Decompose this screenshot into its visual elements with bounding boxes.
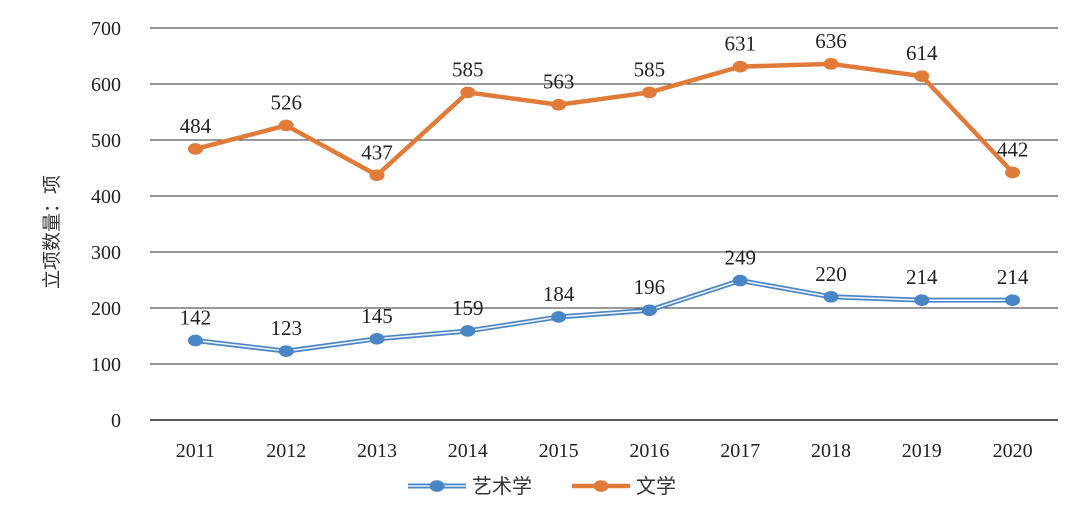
- data-point: [278, 119, 294, 132]
- legend-label: 艺术学: [472, 474, 532, 498]
- data-label: 631: [724, 32, 756, 56]
- x-tick-label: 2015: [539, 440, 579, 462]
- x-tick-label: 2019: [902, 440, 942, 462]
- x-tick-label: 2013: [357, 440, 397, 462]
- data-point: [551, 311, 567, 323]
- legend-item-art: 艺术学: [408, 474, 532, 498]
- x-tick-label: 2012: [266, 440, 306, 462]
- legend-marker: [429, 480, 445, 492]
- data-label: 585: [452, 57, 484, 81]
- series-layer: [187, 58, 1021, 357]
- data-label: 442: [997, 137, 1029, 161]
- data-point: [460, 325, 476, 337]
- legend-item-literature: 文学: [572, 474, 676, 498]
- data-point: [641, 304, 657, 317]
- data-point: [369, 169, 385, 182]
- data-point: [187, 334, 203, 347]
- series-literature: [187, 58, 1021, 182]
- gridlines: [150, 27, 1058, 421]
- data-point: [278, 345, 294, 357]
- y-tick-label: 200: [91, 298, 121, 320]
- data-point: [732, 274, 748, 287]
- data-point: [369, 333, 385, 345]
- data-point: [823, 58, 839, 70]
- x-tick-label: 2016: [629, 440, 669, 462]
- data-label: 563: [543, 70, 575, 94]
- legend-marker: [593, 480, 609, 492]
- series-line-outer: [195, 278, 1013, 354]
- data-label: 196: [634, 275, 666, 299]
- data-labels: 142 123 145 159 184 196 249 220 214 214 484 526 437 5…: [180, 29, 1029, 340]
- y-tick-label: 500: [91, 130, 121, 152]
- data-label: 145: [361, 304, 393, 328]
- legend-label: 文学: [636, 474, 676, 498]
- data-point: [914, 70, 930, 82]
- data-label: 214: [997, 265, 1029, 289]
- data-label: 159: [452, 296, 484, 320]
- data-label: 142: [180, 305, 212, 329]
- data-point: [1005, 166, 1021, 179]
- data-label: 585: [634, 57, 666, 81]
- series-line-inner: [195, 279, 1013, 352]
- x-tick-label: 2020: [993, 440, 1033, 462]
- data-point: [187, 143, 203, 155]
- data-label: 220: [815, 262, 847, 286]
- x-tick-label: 2011: [176, 440, 215, 462]
- data-point: [732, 60, 748, 73]
- series-line: [194, 61, 1015, 178]
- data-point: [914, 294, 930, 306]
- data-label: 123: [270, 316, 302, 340]
- x-tick-label: 2017: [720, 440, 760, 462]
- data-label: 614: [906, 41, 938, 65]
- y-tick-label: 0: [111, 410, 121, 432]
- data-label: 437: [361, 140, 393, 164]
- y-axis-ticks: 0 100 200 300 400 500 600 700: [91, 18, 121, 432]
- legend: 艺术学 文学: [408, 474, 676, 498]
- data-label: 249: [724, 246, 756, 270]
- x-axis-ticks: 2011 2012 2013 2014 2015 2016 2017 2018 2019 2020: [176, 440, 1033, 462]
- y-axis-label: 立项数量：项: [41, 175, 63, 289]
- data-label: 214: [906, 265, 938, 289]
- y-tick-label: 400: [91, 186, 121, 208]
- series-art: [187, 274, 1021, 357]
- data-label: 184: [543, 282, 575, 306]
- data-label: 636: [815, 29, 847, 53]
- data-point: [641, 86, 657, 99]
- data-label: 484: [180, 114, 212, 138]
- y-tick-label: 600: [91, 74, 121, 96]
- data-point: [460, 86, 476, 99]
- x-tick-label: 2018: [811, 440, 851, 462]
- data-label: 526: [270, 90, 302, 114]
- x-tick-label: 2014: [448, 440, 488, 462]
- data-point: [1005, 294, 1021, 306]
- y-tick-label: 100: [91, 354, 121, 376]
- data-point: [823, 291, 839, 303]
- data-point: [551, 98, 567, 111]
- y-tick-label: 700: [91, 18, 121, 40]
- y-tick-label: 300: [91, 242, 121, 264]
